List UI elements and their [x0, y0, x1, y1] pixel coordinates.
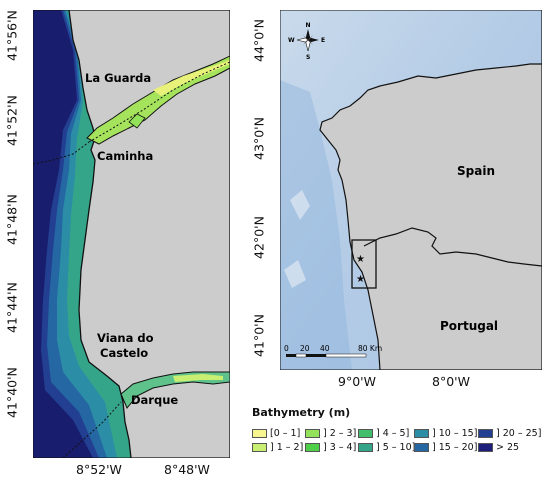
legend-label: ] 5 – 10] — [376, 442, 416, 453]
study-site-star: ★ — [356, 254, 365, 265]
legend-label: [0 – 1] — [270, 428, 301, 439]
legend-swatch — [478, 443, 493, 452]
label-la-guarda: La Guarda — [85, 71, 151, 85]
legend-item: ] 20 – 25] — [478, 428, 541, 439]
lima-shallows — [173, 374, 223, 382]
legend-item: > 25 — [478, 442, 519, 453]
legend-swatch — [252, 443, 267, 452]
legend-item: ] 15 – 20] — [414, 442, 477, 453]
legend-item: ] 5 – 10] — [358, 442, 415, 453]
left-lat-tick: 41°44'N — [4, 282, 20, 333]
compass-e: E — [321, 37, 325, 44]
right-lat-tick: 41°0'N — [251, 314, 267, 357]
left-lon-tick: 8°48'W — [164, 462, 210, 477]
scale-bar: 0 20 40 80 Km — [284, 344, 382, 358]
label-viana-line2: Castelo — [100, 346, 148, 360]
compass-s: S — [306, 54, 310, 61]
left-lat-tick: 41°40'N — [4, 367, 20, 418]
legend-swatch — [358, 443, 373, 452]
right-lon-tick: 8°0'W — [432, 374, 470, 389]
left-lat-tick: 41°48'N — [4, 194, 20, 245]
scale-label: 20 — [300, 344, 310, 353]
legend-label: ] 20 – 25] — [496, 428, 542, 439]
right-lat-tick: 42°0'N — [251, 216, 267, 259]
legend-item: ] 10 – 15] — [414, 428, 477, 439]
legend-swatch — [252, 429, 267, 438]
scale-label: 40 — [320, 344, 330, 353]
compass-rose-icon: N S E W — [288, 22, 325, 61]
label-caminha: Caminha — [97, 149, 153, 163]
right-lon-tick: 9°0'W — [338, 374, 376, 389]
study-area-box — [351, 239, 377, 289]
legend-title: Bathymetry (m) — [252, 406, 351, 419]
legend-swatch — [305, 429, 320, 438]
left-lat-tick: 41°56'N — [4, 10, 20, 61]
shelf-shading — [280, 80, 352, 370]
legend-item: ] 1 – 2] — [252, 442, 303, 453]
legend-swatch — [358, 429, 373, 438]
label-spain: Spain — [457, 164, 495, 178]
study-site-star: ★ — [356, 274, 365, 285]
legend-label: ] 3 – 4] — [323, 442, 357, 453]
left-map: La Guarda Caminha Viana do Castelo Darqu… — [33, 10, 230, 458]
left-lon-tick: 8°52'W — [76, 462, 122, 477]
legend-item: ] 2 – 3] — [305, 428, 356, 439]
estuary-shallows — [153, 60, 230, 96]
legend-swatch — [478, 429, 493, 438]
country-border — [363, 227, 542, 267]
label-darque: Darque — [131, 393, 178, 407]
coura-branch — [128, 113, 146, 129]
legend-swatch — [414, 443, 429, 452]
left-lat-tick: 41°52'N — [4, 95, 20, 146]
right-lat-tick: 43°0'N — [251, 117, 267, 160]
compass-w: W — [288, 37, 295, 44]
legend-label: > 25 — [496, 442, 520, 453]
legend-label: ] 15 – 20] — [432, 442, 478, 453]
legend-item: [0 – 1] — [252, 428, 300, 439]
estuary-channel — [88, 61, 230, 143]
right-map: ★ ★ Spain Portugal N S E W 0 20 — [280, 10, 542, 370]
legend-label: ] 10 – 15] — [432, 428, 478, 439]
boundary-dashed-south — [62, 401, 122, 458]
legend-item: ] 3 – 4] — [305, 442, 356, 453]
compass-n: N — [306, 22, 311, 29]
right-lat-tick: 44°0'N — [251, 19, 267, 62]
scale-label: 0 — [284, 344, 289, 353]
legend-label: ] 2 – 3] — [323, 428, 357, 439]
legend-item: ] 4 – 5] — [358, 428, 409, 439]
label-portugal: Portugal — [440, 319, 498, 333]
seamount-shading — [284, 190, 310, 288]
legend-swatch — [414, 429, 429, 438]
scale-label: 80 Km — [358, 344, 382, 353]
lima-estuary — [120, 371, 230, 409]
legend-label: ] 1 – 2] — [270, 442, 304, 453]
legend-label: ] 4 – 5] — [376, 428, 410, 439]
label-viana-line1: Viana do — [97, 331, 154, 345]
legend-swatch — [305, 443, 320, 452]
